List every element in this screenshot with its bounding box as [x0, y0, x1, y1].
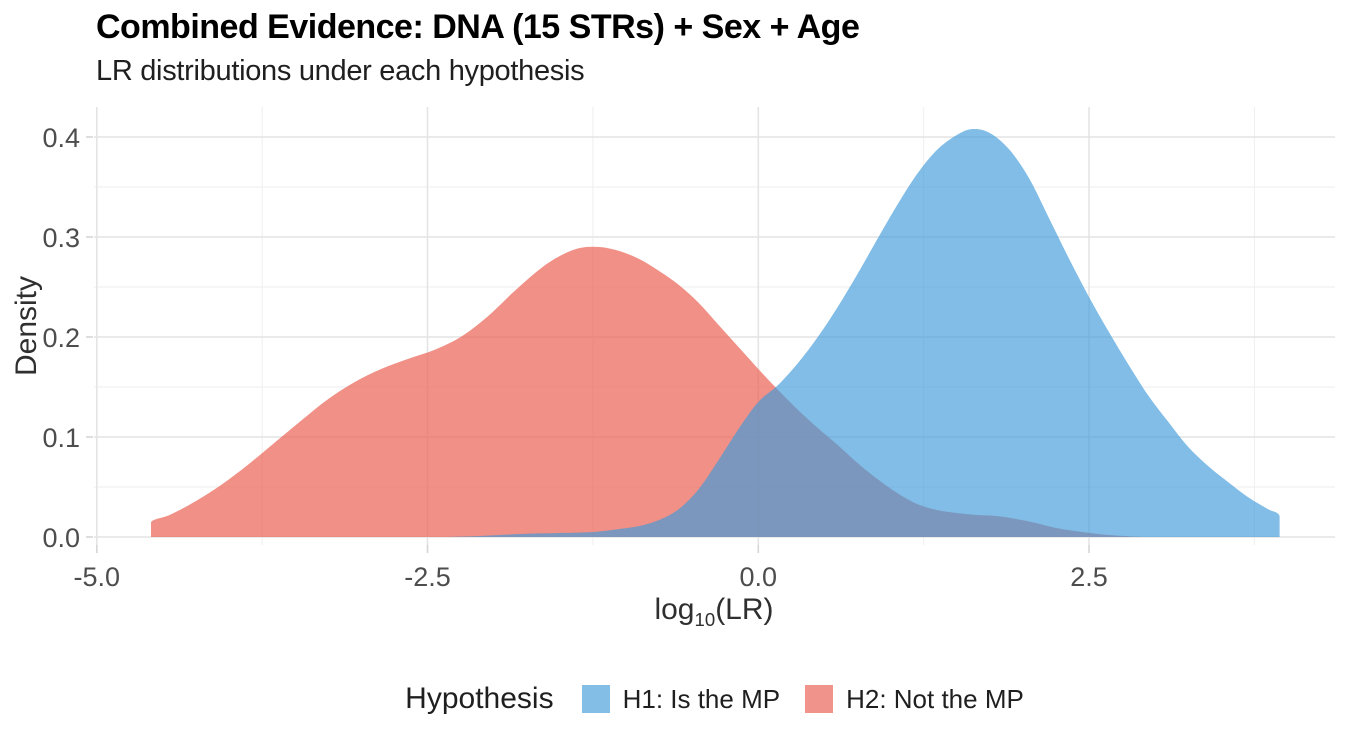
chart-title: Combined Evidence: DNA (15 STRs) + Sex +… [96, 8, 860, 46]
x-tick-label: -2.5 [404, 562, 451, 592]
legend-swatch-h1 [581, 685, 610, 713]
y-tick-label: 0.3 [42, 223, 80, 253]
x-axis-title-suffix: (LR) [715, 593, 774, 626]
legend-swatch-h2 [805, 685, 834, 713]
x-tick-label: -5.0 [74, 562, 121, 592]
y-tick-label: 0.2 [42, 323, 80, 353]
legend-item-h2: H2: Not the MP [805, 684, 1024, 715]
x-axis-title: log10(LR) [654, 593, 773, 631]
y-tick-label: 0.4 [42, 123, 80, 153]
legend-label-h1: H1: Is the MP [622, 683, 781, 714]
legend-item-h1: H1: Is the MP [581, 683, 781, 715]
density-area-h2 [151, 246, 1142, 537]
legend-title: Hypothesis [405, 682, 554, 715]
y-tick-label: 0.0 [42, 523, 80, 553]
y-tick-label: 0.1 [42, 423, 80, 453]
legend-label-h2: H2: Not the MP [846, 683, 1024, 714]
legend: Hypothesis H1: Is the MP H2: Not the MP [94, 674, 1335, 724]
y-axis-title: Density [10, 275, 43, 377]
chart-subtitle: LR distributions under each hypothesis [96, 55, 585, 87]
x-axis-title-prefix: log [654, 593, 695, 626]
x-tick-label: 2.5 [1070, 562, 1108, 592]
density-area-h1 [447, 128, 1280, 537]
x-tick-label: 0.0 [740, 562, 778, 592]
x-axis-title-subscript: 10 [694, 609, 716, 630]
